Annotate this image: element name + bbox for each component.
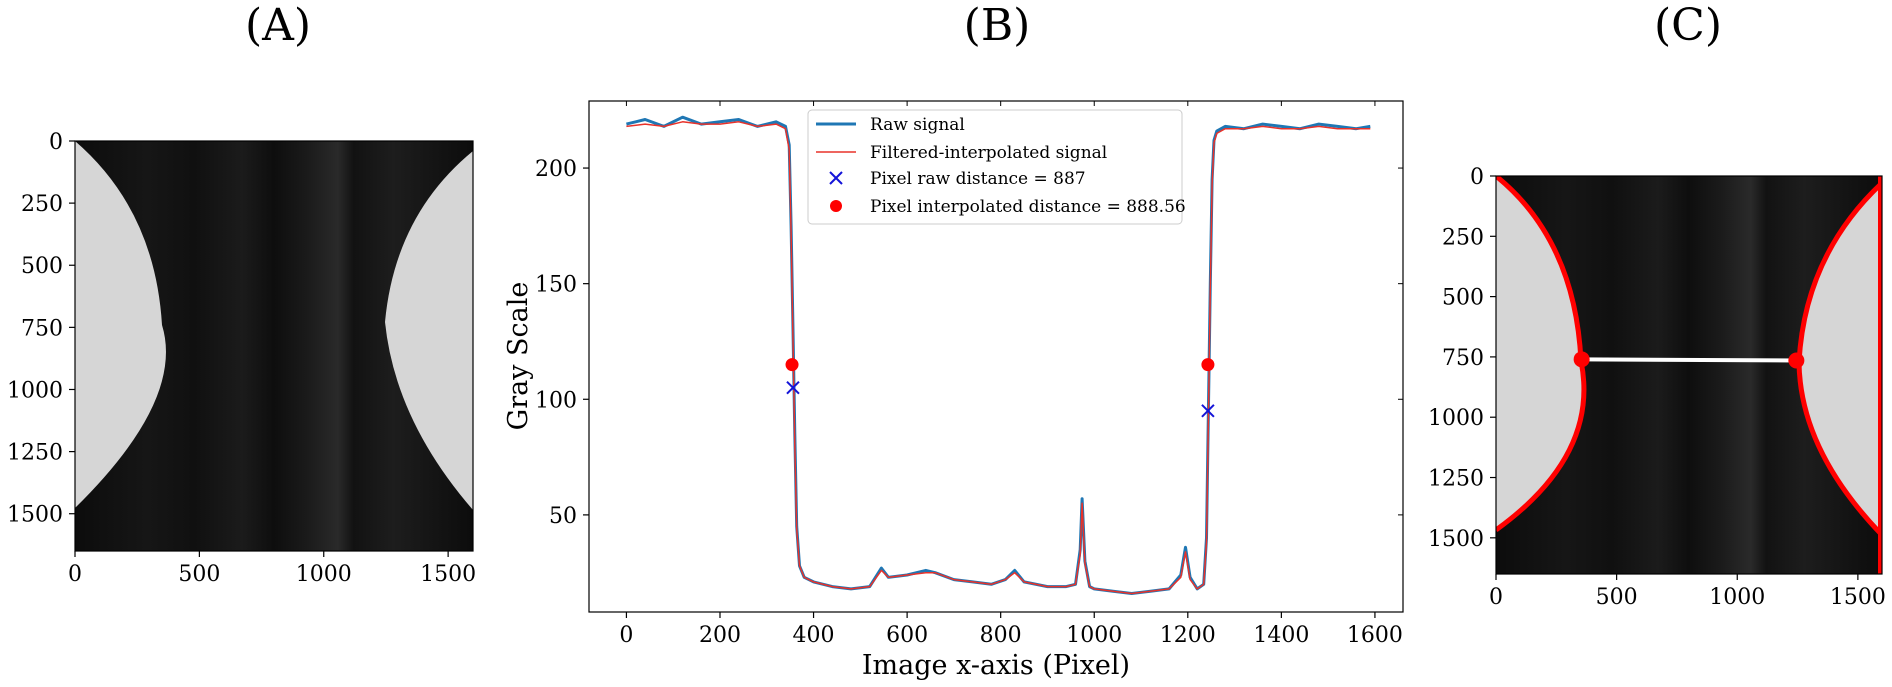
panel-b-xlabel: Image x-axis (Pixel) [862, 650, 1130, 681]
panel-a-ytick-label: 1000 [7, 378, 63, 403]
panel-b-xtick-label: 1000 [1066, 623, 1122, 648]
interpolated-distance-marker [1201, 358, 1215, 372]
legend-raw-distance-swatch [829, 171, 843, 185]
panel-c: 0 500 1000 1500 0 250 500 750 1000 1250 1500 [1428, 165, 1886, 610]
legend-raw-distance-label: Pixel raw distance = 887 [870, 169, 1086, 189]
panel-a-xtick-label: 0 [68, 562, 82, 587]
panel-a-xtick-label: 1000 [296, 562, 352, 587]
panel-a: 0 500 1000 1500 0 250 500 750 1000 1250 1500 [7, 130, 476, 587]
panel-b-ytick-label: 150 [535, 273, 577, 298]
panel-c-frame [1495, 175, 1883, 575]
panel-c-xtick-label: 0 [1489, 585, 1503, 610]
legend-filtered-label: Filtered-interpolated signal [870, 143, 1107, 163]
panel-a-ytick-label: 1250 [7, 441, 63, 466]
panel-a-ticks: 0 500 1000 1500 0 250 500 750 1000 1250 1500 [7, 130, 476, 587]
panel-b-title: (B) [964, 0, 1031, 51]
panel-b-ytick-label: 50 [549, 504, 577, 529]
raw-distance-marker [1201, 404, 1215, 418]
panel-b-legend: Raw signal Filtered-interpolated signal … [807, 109, 1186, 225]
panel-b-ytick-label: 200 [535, 157, 577, 182]
panel-b-ytick-label: 100 [535, 388, 577, 413]
panel-c-measurement-line [1581, 357, 1797, 363]
panel-c-left-edge-point [1573, 351, 1590, 368]
panel-b-xtick-label: 1400 [1253, 623, 1309, 648]
panel-b-xtick-label: 200 [699, 623, 741, 648]
panel-c-ytick-label: 1500 [1428, 527, 1484, 552]
legend-raw-label: Raw signal [870, 115, 965, 135]
legend-interpolated-distance-swatch [830, 200, 842, 212]
interpolated-distance-marker [785, 358, 799, 372]
panel-a-image [75, 141, 473, 551]
panel-b: 0 200 400 600 800 1000 1200 1400 1600 50 100 150 200… [503, 100, 1404, 681]
panel-a-right-droplet [385, 151, 473, 510]
panel-a-ytick-label: 250 [21, 192, 63, 217]
panel-c-title: (C) [1654, 0, 1722, 51]
panel-b-xtick-label: 800 [980, 623, 1022, 648]
panel-c-ytick-label: 0 [1470, 165, 1484, 190]
panel-a-ytick-label: 0 [49, 130, 63, 155]
panel-c-xtick-label: 1500 [1830, 585, 1886, 610]
panel-c-ytick-label: 500 [1442, 286, 1484, 311]
panel-c-right-edge-point [1788, 352, 1805, 369]
panel-c-ytick-label: 250 [1442, 225, 1484, 250]
panel-b-ticks: 0 200 400 600 800 1000 1200 1400 1600 50 100 150 200 [535, 101, 1403, 648]
panel-c-ticks: 0 500 1000 1500 0 250 500 750 1000 1250 1500 [1428, 165, 1886, 610]
panel-a-left-droplet [75, 141, 166, 508]
panel-a-xtick-label: 500 [178, 562, 220, 587]
panel-c-ytick-label: 1250 [1428, 467, 1484, 492]
panel-a-ytick-label: 1500 [7, 503, 63, 528]
panel-b-xtick-label: 0 [619, 623, 633, 648]
panel-b-xtick-label: 1600 [1347, 623, 1403, 648]
panel-b-xtick-label: 600 [886, 623, 928, 648]
legend-interpolated-distance-label: Pixel interpolated distance = 888.56 [870, 197, 1186, 217]
panel-b-frame [588, 100, 1404, 613]
panel-a-xtick-label: 1500 [420, 562, 476, 587]
panel-c-ytick-label: 1000 [1428, 406, 1484, 431]
panel-c-ytick-label: 750 [1442, 346, 1484, 371]
panel-c-xtick-label: 500 [1596, 585, 1638, 610]
panel-c-left-droplet [1496, 176, 1584, 530]
panel-c-xtick-label: 1000 [1709, 585, 1765, 610]
panel-a-ytick-label: 750 [21, 316, 63, 341]
panel-b-ylabel: Gray Scale [503, 282, 534, 431]
panel-a-frame [74, 140, 474, 552]
raw-distance-marker [786, 381, 800, 395]
legend-box [807, 109, 1183, 225]
panel-b-xtick-label: 400 [793, 623, 835, 648]
panel-c-image [1496, 176, 1882, 574]
panel-a-ytick-label: 500 [21, 254, 63, 279]
panel-b-markers [785, 358, 1215, 418]
panel-b-xtick-label: 1200 [1160, 623, 1216, 648]
filtered-interpolated-signal-line [626, 121, 1371, 595]
panel-a-title: (A) [245, 0, 311, 51]
